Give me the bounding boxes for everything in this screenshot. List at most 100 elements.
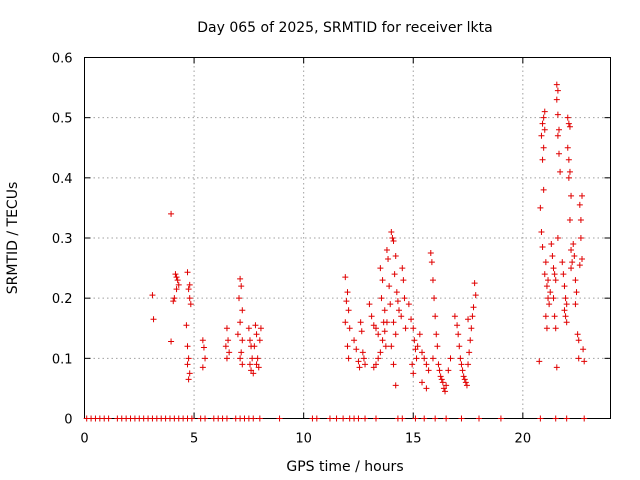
data-point — [545, 277, 552, 284]
data-point — [170, 298, 177, 305]
data-point — [239, 307, 246, 314]
data-point — [457, 355, 464, 362]
data-point — [249, 355, 256, 362]
data-point — [541, 271, 548, 278]
data-point — [174, 277, 181, 284]
data-point — [443, 382, 450, 389]
data-point — [253, 361, 260, 368]
data-point — [255, 364, 262, 371]
data-point — [355, 358, 362, 365]
data-point — [443, 415, 450, 422]
y-tick-label: 0.3 — [52, 232, 73, 247]
data-point — [472, 292, 479, 299]
data-point — [346, 325, 353, 332]
data-point — [223, 415, 230, 422]
data-point — [396, 307, 403, 314]
data-point — [465, 316, 472, 323]
data-point — [187, 301, 194, 308]
data-point — [377, 349, 384, 356]
data-point — [250, 415, 257, 422]
data-point — [437, 373, 444, 380]
data-point — [565, 174, 572, 181]
data-point — [237, 355, 244, 362]
y-tick-label: 0 — [64, 413, 72, 428]
data-point — [416, 331, 423, 338]
data-point — [570, 241, 577, 248]
data-point — [239, 337, 246, 344]
data-point — [579, 256, 586, 263]
grid-lines — [84, 57, 611, 419]
data-point — [199, 364, 206, 371]
data-point — [572, 277, 579, 284]
data-point — [554, 87, 561, 94]
data-point — [184, 361, 191, 368]
y-tick-label: 0.5 — [52, 112, 73, 127]
x-tick-label: 15 — [405, 432, 422, 447]
y-tick-label: 0.6 — [52, 52, 73, 67]
data-point — [366, 301, 373, 308]
data-point — [550, 265, 557, 272]
y-axis-title: SRMTID / TECUs — [5, 182, 21, 295]
data-point — [394, 298, 401, 305]
data-point — [186, 281, 193, 288]
data-point — [571, 253, 578, 260]
data-point — [551, 313, 558, 320]
data-point — [581, 358, 588, 365]
data-point — [385, 256, 392, 263]
data-point — [553, 96, 560, 103]
data-point — [553, 81, 560, 88]
data-point — [460, 373, 467, 380]
data-point — [563, 319, 570, 326]
data-point — [225, 337, 232, 344]
data-point — [436, 367, 443, 374]
data-point — [342, 274, 349, 281]
y-tick-label: 0.4 — [52, 172, 73, 187]
data-point — [432, 415, 439, 422]
data-point — [408, 316, 415, 323]
data-point — [547, 289, 554, 296]
data-point — [250, 370, 257, 377]
data-point — [184, 269, 191, 276]
data-point — [580, 346, 587, 353]
data-point — [581, 415, 588, 422]
data-point — [379, 277, 386, 284]
data-point — [186, 370, 193, 377]
data-point — [435, 361, 442, 368]
x-tick-label: 20 — [515, 432, 532, 447]
data-point — [539, 244, 546, 251]
data-point — [577, 235, 584, 241]
data-point — [537, 415, 544, 422]
data-point — [543, 325, 550, 332]
data-point — [370, 364, 377, 371]
data-point — [428, 259, 435, 266]
data-point — [409, 361, 416, 368]
x-axis-title: GPS time / hours — [286, 459, 403, 475]
data-point — [237, 275, 244, 282]
data-point — [168, 210, 175, 217]
data-point — [561, 307, 568, 314]
data-point — [172, 271, 179, 278]
data-point — [246, 361, 253, 368]
data-point — [402, 325, 409, 332]
data-point — [251, 343, 258, 350]
data-point — [445, 367, 452, 374]
data-point — [362, 415, 369, 422]
data-point — [234, 331, 241, 338]
data-point — [342, 319, 349, 326]
data-point — [222, 343, 229, 350]
data-point — [185, 286, 192, 293]
data-point — [359, 349, 366, 356]
data-point — [465, 361, 472, 368]
data-point — [276, 415, 283, 422]
data-points — [83, 81, 588, 422]
data-point — [378, 295, 385, 302]
data-point — [186, 295, 193, 302]
data-point — [563, 301, 570, 308]
data-point — [245, 325, 252, 332]
data-point — [540, 114, 547, 121]
data-point — [559, 259, 566, 266]
data-point — [226, 349, 233, 356]
data-point — [458, 415, 465, 422]
data-point — [574, 331, 581, 338]
